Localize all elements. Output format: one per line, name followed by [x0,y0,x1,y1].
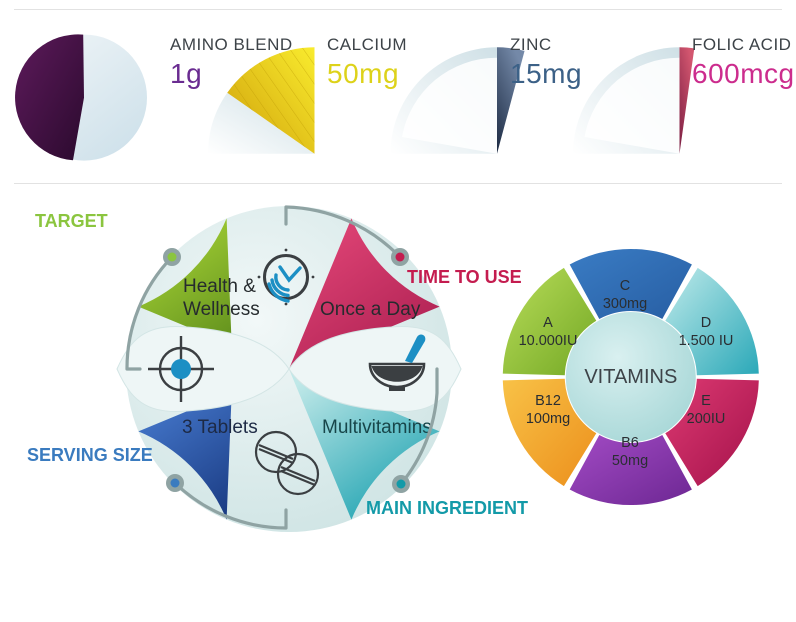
svg-text:A: A [543,315,553,331]
svg-text:1.500 IU: 1.500 IU [679,333,734,349]
svg-text:200IU: 200IU [687,411,726,427]
svg-text:3 Tablets: 3 Tablets [182,417,258,438]
svg-text:C: C [620,278,630,294]
svg-text:TIME TO USE: TIME TO USE [407,267,522,287]
svg-text:Health &: Health & [183,276,256,297]
svg-text:MAIN INGREDIENT: MAIN INGREDIENT [366,498,528,518]
svg-text:300mg: 300mg [603,296,647,312]
svg-text:TARGET: TARGET [35,211,108,231]
svg-text:100mg: 100mg [526,411,570,427]
svg-text:Multivitamins: Multivitamins [322,417,432,438]
svg-text:D: D [701,315,711,331]
svg-text:VITAMINS: VITAMINS [584,366,677,388]
svg-text:50mg: 50mg [612,453,648,469]
svg-text:SERVING SIZE: SERVING SIZE [27,445,153,465]
svg-text:10.000IU: 10.000IU [519,333,578,349]
svg-text:B6: B6 [621,435,639,451]
svg-text:E: E [701,393,711,409]
svg-text:Wellness: Wellness [183,299,260,320]
svg-text:Once a Day: Once a Day [320,299,421,320]
svg-text:B12: B12 [535,393,561,409]
